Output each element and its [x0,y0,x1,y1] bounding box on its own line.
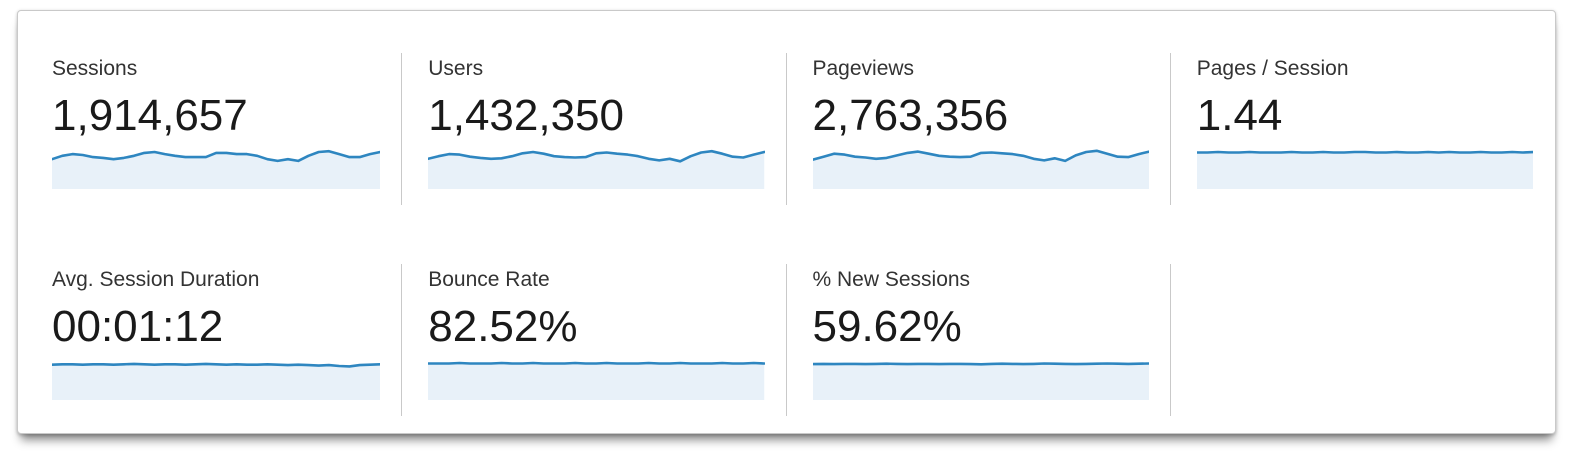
metric-value: 1.44 [1196,91,1283,140]
metric-label: Bounce Rate [428,268,550,291]
metric-label: Users [428,57,484,80]
column-divider [1169,53,1171,205]
avg-session-duration-sparkline [52,358,381,400]
metric-card-pages-per-session[interactable]: Pages / Session 1.44 [1171,11,1555,222]
metric-value: 82.52% [428,302,578,351]
column-divider [1169,264,1171,416]
analytics-scorecard-panel: Sessions 1,914,657 Users 1,432,350 Pagev… [17,10,1556,434]
empty-grid-cell [1171,222,1555,433]
metric-value: 1,914,657 [52,91,248,140]
sessions-sparkline [52,147,381,189]
column-divider [401,53,403,205]
metric-card-bounce-rate[interactable]: Bounce Rate 82.52% [402,222,787,433]
bounce-rate-sparkline [428,358,765,400]
metric-label: % New Sessions [812,268,971,291]
pages-per-session-sparkline [1196,147,1533,189]
metric-value: 2,763,356 [812,91,1009,140]
metric-card-users[interactable]: Users 1,432,350 [402,11,787,222]
metric-card-sessions[interactable]: Sessions 1,914,657 [18,11,403,222]
metric-label: Sessions [52,57,138,80]
column-divider [785,53,787,205]
metric-value: 59.62% [812,302,962,351]
metric-card-pageviews[interactable]: Pageviews 2,763,356 [787,11,1171,222]
metric-card-percent-new-sessions[interactable]: % New Sessions 59.62% [787,222,1171,433]
users-sparkline [428,147,765,189]
metric-value: 1,432,350 [428,91,624,140]
metric-value: 00:01:12 [52,302,224,351]
metric-label: Pageviews [812,57,915,80]
pageviews-sparkline [812,147,1149,189]
metric-label: Pages / Session [1196,57,1349,80]
percent-new-sessions-sparkline [812,358,1149,400]
scorecard-row-2: Avg. Session Duration 00:01:12 Bounce Ra… [18,222,1555,433]
metric-card-avg-session-duration[interactable]: Avg. Session Duration 00:01:12 [18,222,403,433]
column-divider [401,264,403,416]
metric-label: Avg. Session Duration [52,268,260,291]
column-divider [785,264,787,416]
scorecard-row-1: Sessions 1,914,657 Users 1,432,350 Pagev… [18,11,1555,222]
